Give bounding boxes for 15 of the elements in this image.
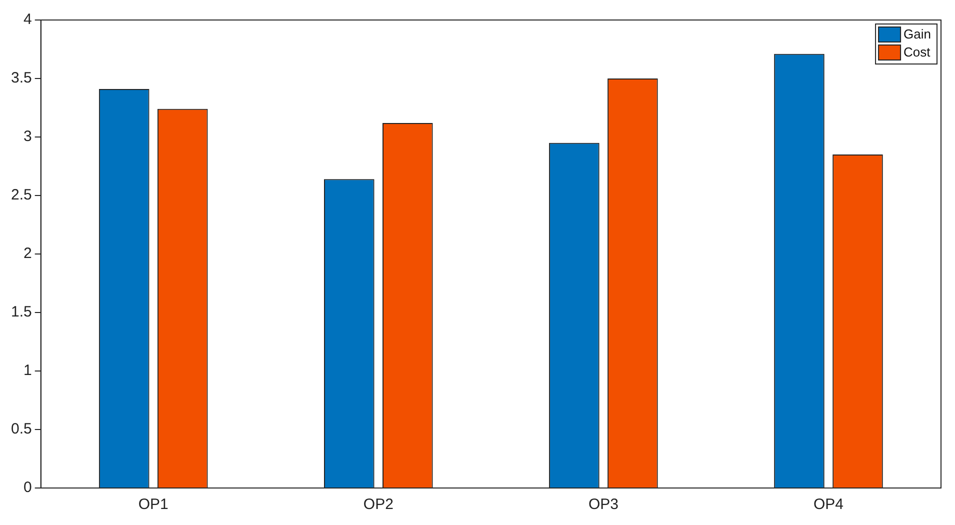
legend-label: Cost (904, 44, 931, 60)
x-tick-label: OP2 (363, 496, 394, 514)
y-tick-label: 2 (24, 245, 32, 262)
x-tick-label: OP3 (588, 496, 618, 514)
legend-label: Gain (904, 26, 932, 42)
y-tick-label: 3.5 (10, 70, 32, 87)
y-tick-label: 3 (24, 128, 32, 146)
x-tick-label: OP4 (813, 496, 844, 514)
y-tick-label: 2.5 (10, 186, 32, 204)
y-tick-label: 1 (24, 362, 32, 380)
y-tick-label: 1.5 (10, 304, 32, 321)
y-tick-label: 0 (24, 479, 32, 496)
y-tick-label: 4 (24, 11, 32, 28)
y-tick-label: 0.5 (10, 420, 32, 438)
x-tick-label: OP1 (138, 496, 168, 514)
